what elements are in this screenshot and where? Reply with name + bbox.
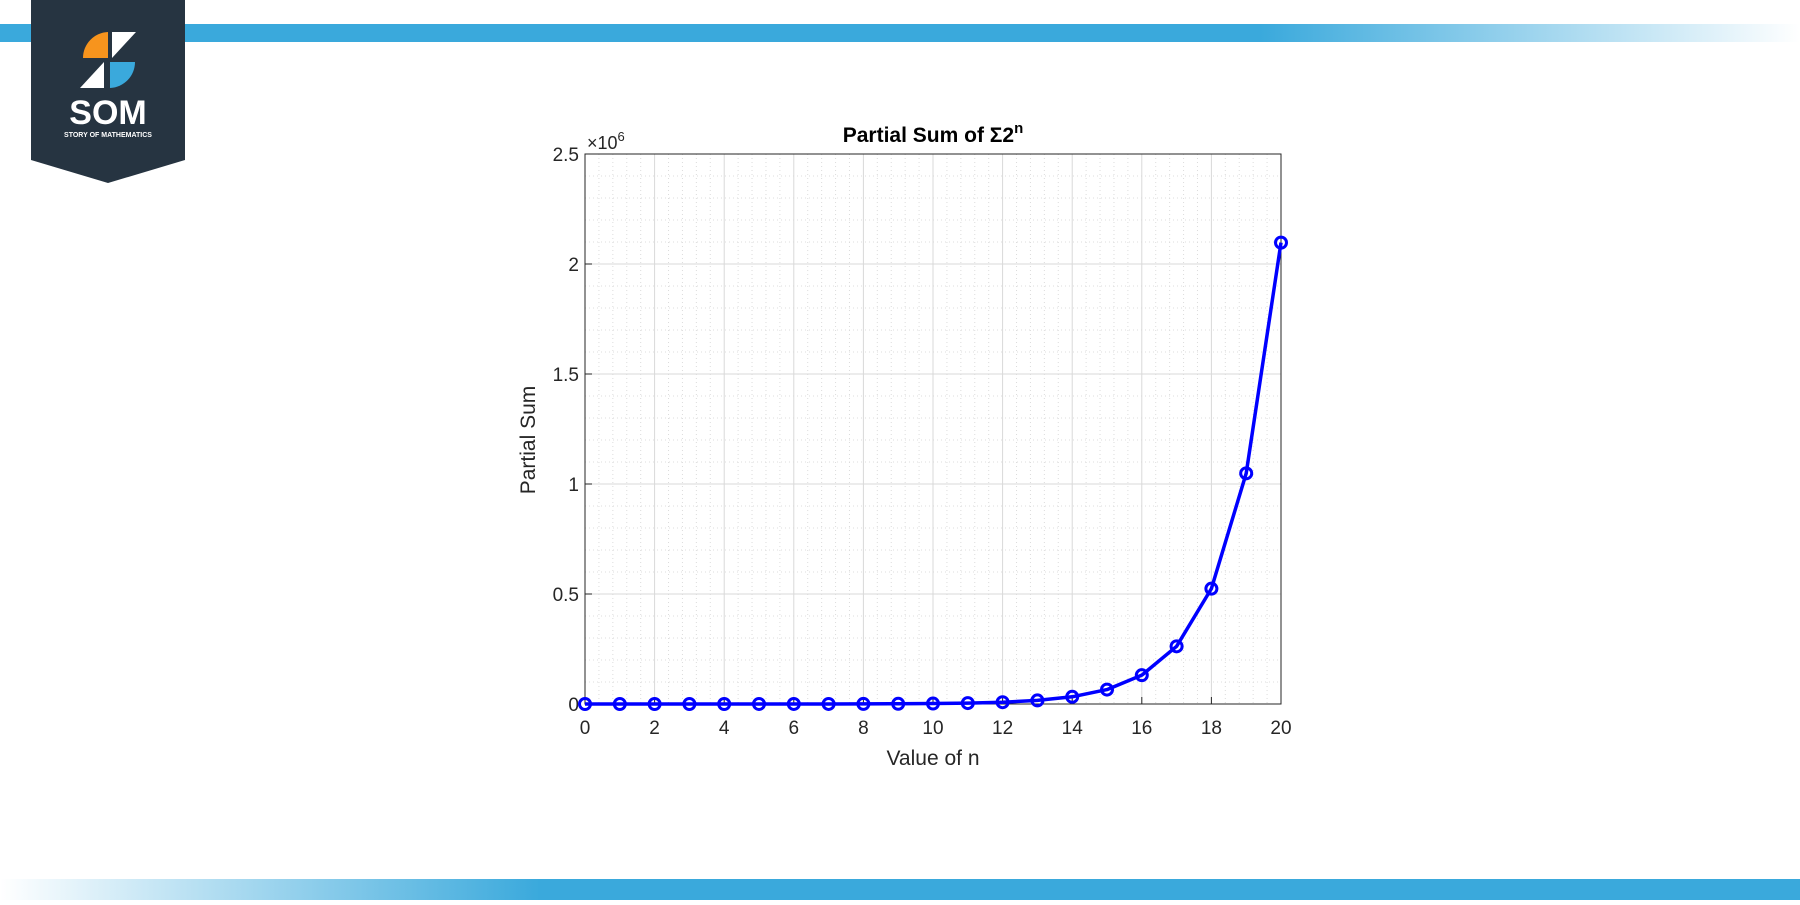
x-axis-label: Value of n [886,747,979,770]
y-tick-label: 1 [568,475,579,496]
logo-name: SOM [69,94,146,132]
data-point [1274,235,1288,250]
x-tick-label: 0 [580,718,591,739]
data-point [891,696,906,711]
x-tick-label: 8 [858,718,869,739]
x-tick-label: 18 [1201,718,1222,739]
x-tick-label: 2 [649,718,660,739]
data-point [717,696,732,711]
data-line [584,242,1283,706]
data-point [1100,682,1114,697]
x-tick-label: 12 [992,718,1013,739]
data-point [612,696,627,711]
y-tick-label: 1.5 [553,365,579,386]
exponent-power: 6 [618,129,625,144]
data-point [682,696,697,711]
data-point [1030,693,1045,708]
data-point [752,696,766,711]
y-tick-label: 0 [568,695,579,716]
data-point [1134,668,1149,683]
exponent-base: ×10 [587,133,618,153]
data-point [960,696,975,711]
x-tick-label: 10 [922,718,943,739]
title-superscript: n [1014,120,1023,137]
data-point [578,696,592,711]
data-point [1065,689,1080,704]
top-stripe [0,24,1800,42]
data-point [856,696,871,711]
y-axis-label: Partial Sum [517,386,540,495]
y-exponent: ×106 [587,129,625,153]
data-point [647,696,662,711]
data-point [995,695,1010,710]
x-tick-label: 6 [789,718,800,739]
data-point [786,696,801,711]
x-tick-label: 20 [1270,718,1291,739]
chart-title: Partial Sum of Σ2n [843,120,1023,147]
chart: Partial Sum of Σ2n Value of n Partial Su… [517,120,1292,770]
x-tick-label: 16 [1131,718,1152,739]
y-tick-label: 2 [568,255,579,276]
y-tick-label: 0.5 [553,585,579,606]
data-point [1169,639,1184,654]
x-tick-label: 4 [719,718,730,739]
data-point [926,696,940,711]
x-tick-label: 14 [1062,718,1084,739]
title-text: Partial Sum of Σ2 [843,124,1014,147]
logo: SOM STORY OF MATHEMATICS [31,0,185,183]
logo-tagline: STORY OF MATHEMATICS [64,132,152,139]
data-point [821,696,836,711]
bottom-stripe [0,879,1800,900]
data-point [1204,581,1219,596]
y-tick-label: 2.5 [553,145,579,166]
data-point [1239,466,1254,481]
